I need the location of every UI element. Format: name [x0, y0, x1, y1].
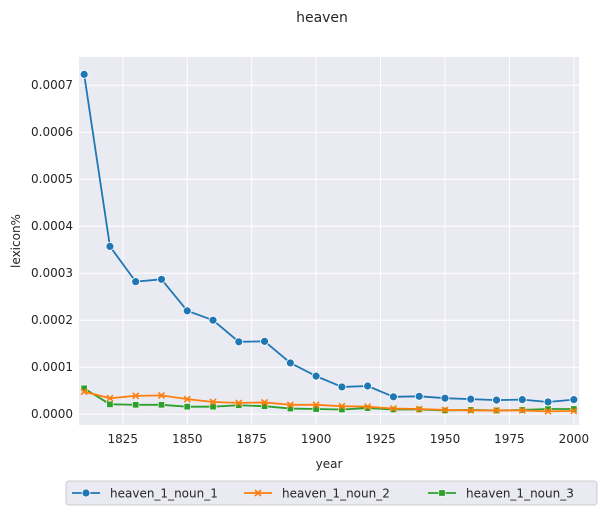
data-point — [132, 392, 140, 400]
y-axis-label: lexicon% — [9, 214, 23, 268]
data-point — [492, 395, 501, 405]
x-tick-label: 1900 — [301, 432, 332, 446]
legend-item: heaven_1_noun_2 — [244, 487, 390, 501]
x-tick-label: 1850 — [172, 432, 203, 446]
x-tick-label: 1825 — [108, 432, 139, 446]
data-point — [80, 388, 88, 396]
data-point — [518, 406, 526, 414]
data-point — [285, 358, 295, 368]
data-point — [157, 391, 166, 399]
x-tick-label: 1950 — [430, 432, 461, 446]
data-point — [235, 399, 243, 407]
data-point — [311, 371, 321, 381]
y-tick-label: 0.0004 — [31, 219, 73, 233]
legend-item: heaven_1_noun_3 — [428, 487, 574, 501]
data-point — [337, 382, 347, 392]
data-point — [544, 407, 552, 415]
data-point — [182, 306, 192, 316]
series-line — [83, 390, 574, 413]
data-point — [79, 69, 89, 79]
data-point — [132, 401, 140, 409]
data-point — [106, 400, 114, 408]
data-point — [543, 397, 553, 407]
data-point — [105, 242, 115, 251]
x-tick-label: 1925 — [365, 432, 396, 446]
data-point — [338, 402, 346, 410]
data-point — [570, 405, 578, 413]
data-point — [234, 337, 244, 347]
x-tick-label: 1875 — [236, 432, 267, 446]
data-point — [570, 407, 578, 415]
data-point — [157, 274, 166, 284]
data-point — [106, 394, 114, 402]
y-tick-label: 0.0005 — [31, 172, 73, 186]
x-tick-label: 2000 — [559, 432, 590, 446]
y-tick-label: 0.0006 — [31, 125, 73, 139]
data-point — [208, 315, 218, 325]
data-point — [261, 398, 269, 407]
data-point — [131, 277, 141, 287]
data-point — [414, 391, 424, 401]
y-axis-ticks: 0.0000 0.0001 0.0002 0.0003 0.0004 0.0005 0.00… — [31, 78, 73, 421]
data-point — [466, 394, 476, 404]
data-point — [364, 403, 372, 411]
plot-area — [79, 57, 579, 425]
legend-box — [65, 480, 598, 506]
data-point — [183, 395, 191, 403]
legend-item: heaven_1_noun_1 — [72, 487, 218, 501]
y-tick-label: 0.0003 — [31, 266, 73, 280]
y-tick-label: 0.0001 — [31, 360, 73, 374]
data-point — [389, 404, 397, 413]
x-axis-label: year — [316, 457, 343, 471]
x-axis-ticks: 1825 1850 1875 1900 1925 1950 1975 2000 — [108, 432, 590, 446]
data-point — [183, 403, 191, 411]
legend-label: heaven_1_noun_1 — [110, 487, 218, 501]
legend: heaven_1_noun_1 heaven_1_noun_2 heaven_1_n… — [65, 480, 598, 506]
data-point — [492, 406, 501, 414]
y-tick-label: 0.0002 — [31, 313, 73, 327]
series-heaven_1_noun_2 — [80, 388, 578, 415]
data-point — [440, 393, 450, 403]
data-point — [389, 392, 398, 402]
legend-label: heaven_1_noun_2 — [282, 487, 390, 501]
series-heaven_1_noun_1 — [79, 69, 579, 407]
data-point — [312, 401, 320, 409]
legend-label: heaven_1_noun_3 — [466, 487, 574, 501]
data-point — [364, 404, 372, 412]
data-point — [209, 403, 217, 411]
data-point — [260, 336, 269, 346]
data-point — [467, 406, 475, 414]
chart-title: heaven — [296, 10, 348, 26]
legend-marker — [438, 489, 446, 497]
data-point — [209, 398, 217, 406]
data-point — [441, 406, 449, 414]
data-point — [415, 405, 423, 413]
data-point — [157, 401, 165, 409]
x-tick-label: 1975 — [494, 432, 525, 446]
legend-marker — [81, 488, 91, 498]
y-tick-label: 0.0000 — [31, 407, 73, 421]
legend-marker — [254, 489, 262, 497]
data-point — [286, 401, 294, 409]
grid — [79, 57, 579, 425]
series-group — [79, 69, 579, 415]
y-tick-label: 0.0007 — [31, 78, 73, 92]
data-point — [517, 395, 527, 405]
data-point — [363, 381, 373, 391]
data-point — [569, 395, 579, 405]
